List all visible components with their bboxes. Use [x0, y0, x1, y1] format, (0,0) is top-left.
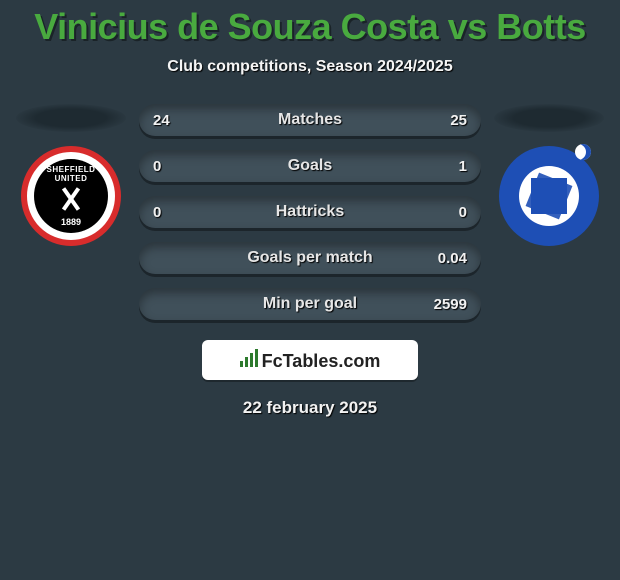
stat-left-value: 24 — [153, 112, 170, 129]
swords-icon — [51, 184, 91, 214]
crest-right-inner — [519, 166, 579, 226]
fctables-logo: FcTables.com — [240, 349, 381, 372]
stat-label: Goals per match — [139, 249, 481, 267]
stat-label: Min per goal — [139, 295, 481, 313]
left-team-column: SHEFFIELD UNITED 1889 — [11, 104, 131, 246]
shadow-ellipse — [494, 104, 604, 132]
stat-right-value: 1 — [459, 158, 467, 175]
star-icon — [531, 178, 567, 214]
stat-bar: Min per goal2599 — [139, 288, 481, 320]
crescent-icon — [575, 144, 591, 160]
stat-label: Goals — [139, 157, 481, 175]
stat-label: Matches — [139, 111, 481, 129]
page-title: Vinicius de Souza Costa vs Botts — [0, 0, 620, 48]
stat-bar: 24Matches25 — [139, 104, 481, 136]
stat-right-value: 25 — [450, 112, 467, 129]
left-team-crest: SHEFFIELD UNITED 1889 — [21, 146, 121, 246]
stat-bar: Goals per match0.04 — [139, 242, 481, 274]
stat-bars: 24Matches250Goals10Hattricks0Goals per m… — [139, 104, 481, 320]
footer-date: 22 february 2025 — [0, 398, 620, 418]
right-team-crest — [499, 146, 599, 246]
stat-right-value: 0 — [459, 204, 467, 221]
brand-text: FcTables.com — [262, 351, 381, 372]
subtitle: Club competitions, Season 2024/2025 — [0, 58, 620, 76]
stat-left-value: 0 — [153, 204, 161, 221]
main-row: SHEFFIELD UNITED 1889 24Matches250Goals1… — [0, 104, 620, 320]
bars-icon — [240, 349, 258, 367]
crest-left-name: SHEFFIELD UNITED — [34, 165, 108, 183]
crest-left-inner: SHEFFIELD UNITED 1889 — [34, 159, 108, 233]
stat-left-value: 0 — [153, 158, 161, 175]
crest-left-year: 1889 — [34, 217, 108, 227]
stat-right-value: 0.04 — [438, 250, 467, 267]
right-team-column — [489, 104, 609, 246]
shadow-ellipse — [16, 104, 126, 132]
comparison-card: Vinicius de Souza Costa vs Botts Club co… — [0, 0, 620, 418]
stat-label: Hattricks — [139, 203, 481, 221]
stat-bar: 0Goals1 — [139, 150, 481, 182]
brand-badge: FcTables.com — [202, 340, 418, 380]
stat-bar: 0Hattricks0 — [139, 196, 481, 228]
stat-right-value: 2599 — [434, 296, 467, 313]
